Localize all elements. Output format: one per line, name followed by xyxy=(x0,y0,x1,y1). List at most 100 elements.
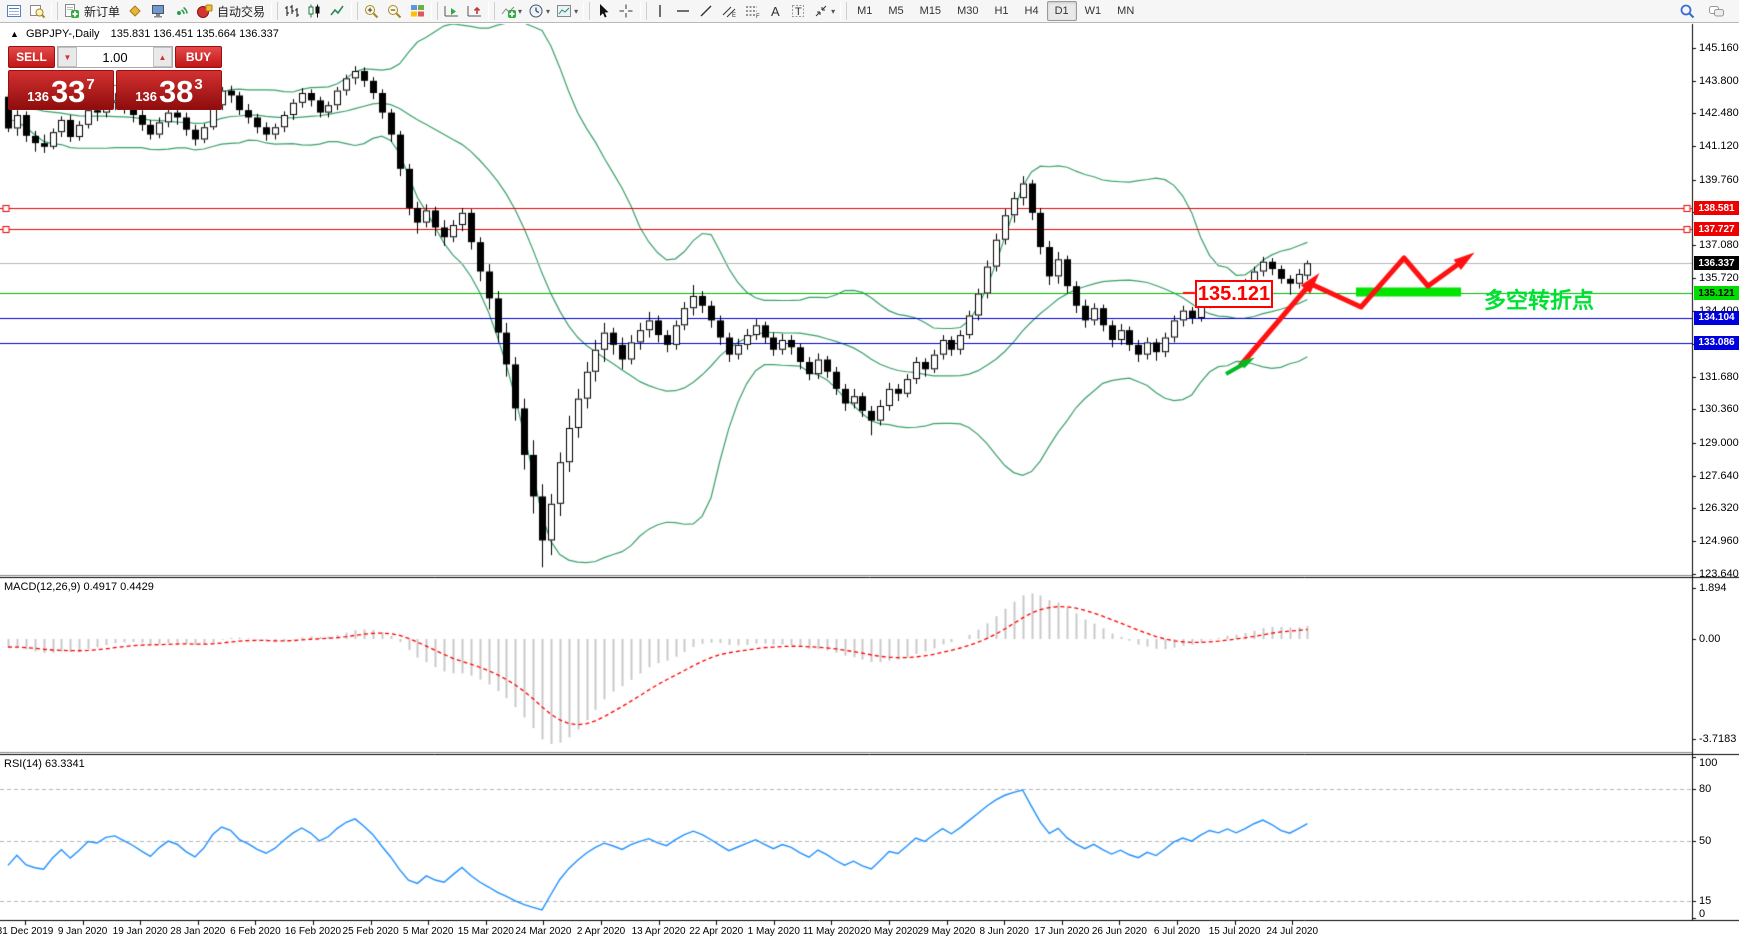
sell-price-display[interactable]: 136 33 7 xyxy=(8,70,114,110)
rsi-tick-label: 100 xyxy=(1699,757,1718,769)
buy-price-pips: 38 xyxy=(158,74,194,109)
sell-button[interactable]: SELL xyxy=(8,46,55,68)
date-tick-label: 11 May 2020 xyxy=(802,926,860,937)
macd-tick-label: -3.7183 xyxy=(1699,733,1737,746)
timeframe-button-h4[interactable]: H4 xyxy=(1024,5,1039,17)
crosshair-icon[interactable] xyxy=(615,1,638,21)
date-tick-label: 31 Dec 2019 xyxy=(0,926,54,937)
timeframe-button-d1[interactable]: D1 xyxy=(1046,1,1077,21)
dropdown-caret-icon[interactable]: ▾ xyxy=(546,6,551,16)
terminal-icon[interactable] xyxy=(147,1,170,21)
date-tick-label: 20 May 2020 xyxy=(860,926,918,937)
volume-input[interactable]: 1.00 xyxy=(77,47,153,67)
date-tick-label: 13 Apr 2020 xyxy=(631,926,686,937)
fibonacci-icon[interactable]: F xyxy=(741,1,764,21)
date-tick-label: 19 Jan 2020 xyxy=(112,926,168,937)
svg-text:T: T xyxy=(795,6,802,18)
price-tag-137727: 137.727 xyxy=(1694,222,1739,237)
autotrade-label[interactable]: 自动交易 xyxy=(217,4,266,19)
templates-icon[interactable]: ▾ xyxy=(553,1,581,21)
dropdown-caret-icon[interactable]: ▾ xyxy=(831,6,836,16)
buy-price-base: 136 xyxy=(135,89,157,104)
turning-point-annotation[interactable]: 多空转折点 xyxy=(1484,289,1595,314)
toolbar-separator xyxy=(51,2,58,20)
vline-icon[interactable] xyxy=(649,1,672,21)
price-tick-label: 137.080 xyxy=(1699,239,1739,252)
history-center-icon[interactable] xyxy=(124,1,147,21)
timeframe-button-m30[interactable]: M30 xyxy=(957,5,979,17)
chart-title: ▲ GBPJPY-,Daily 135.831 136.451 135.664 … xyxy=(10,28,279,40)
buy-price-display[interactable]: 136 38 3 xyxy=(116,70,222,110)
timeframe-button-m5[interactable]: M5 xyxy=(888,5,904,17)
sell-price-pips: 33 xyxy=(50,74,86,109)
date-tick-label: 26 Jun 2020 xyxy=(1091,926,1147,937)
zoom-out-icon[interactable] xyxy=(383,1,406,21)
price-tick-label: 141.120 xyxy=(1699,140,1739,153)
arrows-icon[interactable]: ▾ xyxy=(810,1,838,21)
zoom-in-icon[interactable] xyxy=(360,1,383,21)
date-tick-label: 29 May 2020 xyxy=(917,926,976,937)
timeframe-button-m15[interactable]: M15 xyxy=(919,5,942,17)
sell-price-point: 7 xyxy=(86,76,95,93)
price-tick-label: 142.480 xyxy=(1699,107,1739,120)
chat-icon[interactable] xyxy=(1705,1,1728,21)
price-tick-label: 131.680 xyxy=(1699,371,1739,384)
chart-shift-icon[interactable] xyxy=(463,1,486,21)
timeframe-button-h1[interactable]: H1 xyxy=(994,5,1009,17)
volume-increase-button[interactable]: ▲ xyxy=(153,47,172,67)
indicators-icon[interactable]: ▾ xyxy=(497,1,525,21)
price-tick-label: 135.720 xyxy=(1699,272,1739,285)
price-tick-label: 130.360 xyxy=(1699,403,1739,416)
rsi-tick-label: 15 xyxy=(1699,895,1712,908)
channel-icon[interactable]: E xyxy=(718,1,741,21)
timeframe-button-mn[interactable]: MN xyxy=(1117,5,1135,17)
dropdown-caret-icon[interactable]: ▾ xyxy=(574,6,579,16)
price-tick-label: 127.640 xyxy=(1699,469,1739,482)
search-icon[interactable] xyxy=(1676,1,1699,21)
hline-icon[interactable] xyxy=(672,1,695,21)
date-tick-label: 28 Jan 2020 xyxy=(170,926,226,937)
date-tick-label: 22 Apr 2020 xyxy=(689,926,744,937)
line-chart-icon[interactable] xyxy=(326,1,349,21)
buy-button[interactable]: BUY xyxy=(175,46,222,68)
autotrade-icon[interactable] xyxy=(193,1,216,21)
date-tick-label: 5 Mar 2020 xyxy=(402,926,454,937)
candlestick-icon[interactable] xyxy=(303,1,326,21)
signal-icon[interactable] xyxy=(170,1,193,21)
data-window-icon[interactable] xyxy=(26,1,49,21)
volume-decrease-button[interactable]: ▼ xyxy=(58,47,77,67)
tile-windows-icon[interactable] xyxy=(406,1,429,21)
periods-icon[interactable]: ▾ xyxy=(525,1,553,21)
dropdown-caret-icon[interactable]: ▾ xyxy=(518,6,523,16)
new-order-icon[interactable] xyxy=(60,1,83,21)
toolbar-separator xyxy=(488,2,496,20)
date-tick-label: 1 May 2020 xyxy=(747,926,800,937)
date-tick-label: 24 Mar 2020 xyxy=(515,926,572,937)
date-tick-label: 16 Feb 2020 xyxy=(284,926,342,937)
charts-panel-icon[interactable] xyxy=(3,1,26,21)
bar-chart-icon[interactable] xyxy=(280,1,303,21)
chart-ohlc-values: 135.831 136.451 135.664 136.337 xyxy=(110,28,279,40)
text-icon[interactable]: A xyxy=(764,1,787,21)
new-order-label[interactable]: 新订单 xyxy=(84,4,121,19)
date-tick-label: 15 Mar 2020 xyxy=(457,926,514,937)
toolbar-separator xyxy=(431,2,439,20)
one-click-trade-panel: SELL ▼ 1.00 ▲ BUY 136 33 7 136 38 3 xyxy=(8,46,222,110)
sell-price-base: 136 xyxy=(27,89,49,104)
text-label-icon[interactable]: T xyxy=(787,1,810,21)
price-callout-135121[interactable]: 135.121 xyxy=(1195,280,1273,308)
toolbar-right-group xyxy=(1676,1,1736,21)
timeframe-button-w1[interactable]: W1 xyxy=(1084,5,1102,17)
date-tick-label: 6 Jul 2020 xyxy=(1153,926,1201,937)
price-tick-label: 123.640 xyxy=(1699,567,1739,580)
trendline-icon[interactable] xyxy=(695,1,718,21)
chart-symbol-label: GBPJPY-,Daily xyxy=(25,28,100,40)
date-tick-label: 25 Feb 2020 xyxy=(342,926,399,937)
timeframe-button-m1[interactable]: M1 xyxy=(857,5,873,17)
collapse-arrow-icon[interactable]: ▲ xyxy=(10,29,19,39)
auto-scroll-icon[interactable] xyxy=(440,1,463,21)
date-tick-label: 24 Jul 2020 xyxy=(1266,926,1319,937)
cursor-icon[interactable] xyxy=(592,1,615,21)
date-tick-label: 15 Jul 2020 xyxy=(1208,926,1261,937)
